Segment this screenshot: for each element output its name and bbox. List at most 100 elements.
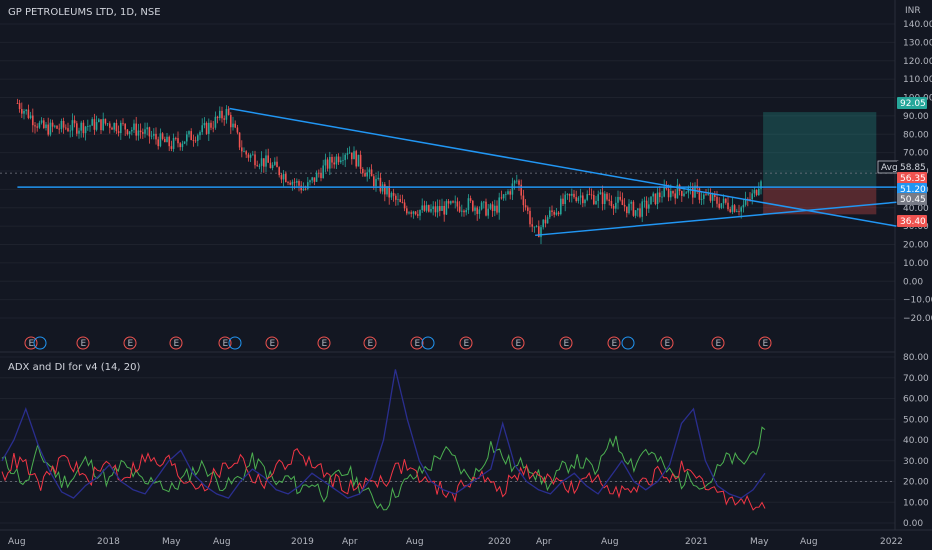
candle-body [667, 188, 670, 198]
adx-tick-label: 70.00 [903, 374, 929, 384]
candle-body [753, 190, 756, 194]
candle-body [505, 193, 507, 195]
candle-body [645, 200, 648, 209]
candle-body [579, 195, 582, 198]
price-tick-label: 80.00 [903, 130, 929, 140]
candle-body [527, 207, 529, 211]
candle-body [623, 204, 626, 207]
time-tick-label: Apr [342, 537, 358, 547]
candle-body [401, 202, 404, 203]
candle-body [296, 181, 298, 183]
candle-body [366, 172, 369, 177]
candle-body [280, 175, 283, 180]
candle-body [71, 120, 74, 131]
candle-body [150, 135, 153, 137]
candle-body [716, 196, 718, 204]
candle-body [586, 194, 589, 200]
candle-body [331, 156, 333, 163]
candle-body [573, 193, 575, 198]
candle-body [648, 204, 650, 209]
price-tick-label: −20.00 [903, 314, 932, 324]
candle-body [443, 205, 446, 215]
candle-body [106, 123, 109, 125]
candle-body [78, 130, 80, 134]
candle-body [291, 181, 294, 185]
price-axis: 140.00130.00120.00110.00100.0090.0080.00… [903, 20, 932, 529]
candle-body [34, 125, 36, 127]
earnings-marker [511, 336, 525, 350]
adx-tick-label: 20.00 [903, 478, 929, 488]
candle-body [494, 205, 496, 212]
price-tag-label: 56.35 [900, 174, 926, 184]
candle-body [115, 123, 118, 132]
candle-body [663, 186, 666, 197]
adx-series-3 [1, 369, 766, 499]
candle-body [659, 192, 661, 198]
candle-body [223, 118, 226, 120]
adx-tick-label: 50.00 [903, 415, 929, 425]
candle-body [289, 182, 292, 185]
earnings-marker [410, 336, 424, 350]
candle-body [643, 200, 646, 202]
price-tick-label: 130.00 [903, 38, 932, 48]
candle-body [555, 212, 558, 215]
candle-body [56, 125, 58, 129]
candle-body [386, 186, 388, 195]
price-tick-label: 90.00 [903, 112, 929, 122]
candle-body [535, 226, 538, 228]
candle-body [128, 131, 131, 135]
candle-body [157, 139, 160, 147]
earnings-marker [607, 336, 621, 350]
candle-body [472, 200, 474, 211]
candle-body [322, 165, 325, 179]
candle-body [744, 198, 747, 205]
time-axis: Aug 2018 May Aug 2019 Apr Aug 2020 Apr Aug 2021 May… [8, 537, 903, 547]
price-tag-label: 92.05 [900, 99, 926, 109]
candle-body [307, 182, 309, 189]
candle-body [731, 205, 734, 213]
candle-body [483, 201, 485, 203]
candle-body [194, 140, 197, 142]
candle-body [95, 122, 98, 130]
trendline-2 [535, 201, 897, 237]
candle-body [531, 224, 534, 227]
candle-body [606, 193, 608, 200]
candle-body [353, 151, 355, 160]
candle-body [269, 162, 272, 169]
candle-body [183, 141, 186, 144]
candle-body [562, 198, 564, 205]
adx-tick-label: 60.00 [903, 395, 929, 405]
candle-body [177, 138, 179, 144]
earnings-marker [24, 336, 38, 350]
candle-body [557, 212, 560, 215]
candle-body [590, 194, 593, 196]
candle-body [161, 133, 164, 139]
earnings-marker-label: E [322, 339, 328, 349]
candle-body [608, 199, 611, 201]
candle-body [414, 211, 417, 215]
time-tick-label: May [750, 537, 769, 547]
candle-body [456, 201, 459, 207]
candle-body [694, 185, 696, 198]
candle-body [544, 219, 547, 224]
candle-body [478, 209, 481, 214]
candle-body [225, 108, 228, 120]
adx-tick-label: 10.00 [903, 498, 929, 508]
candle-body [274, 161, 276, 165]
candle-body [16, 103, 19, 104]
candle-body [381, 184, 384, 192]
candle-body [639, 208, 641, 217]
candle-body [568, 193, 571, 196]
candle-body [546, 217, 549, 224]
candle-body [436, 206, 439, 213]
candle-body [122, 122, 124, 124]
candle-body [729, 209, 732, 213]
candle-body [18, 103, 21, 110]
candle-body [540, 227, 542, 238]
time-tick-label: 2020 [488, 537, 511, 547]
dividend-marker [621, 336, 635, 350]
candle-body [513, 180, 516, 184]
earnings-marker [265, 336, 279, 350]
candle-body [335, 156, 338, 165]
candle-body [397, 199, 399, 200]
